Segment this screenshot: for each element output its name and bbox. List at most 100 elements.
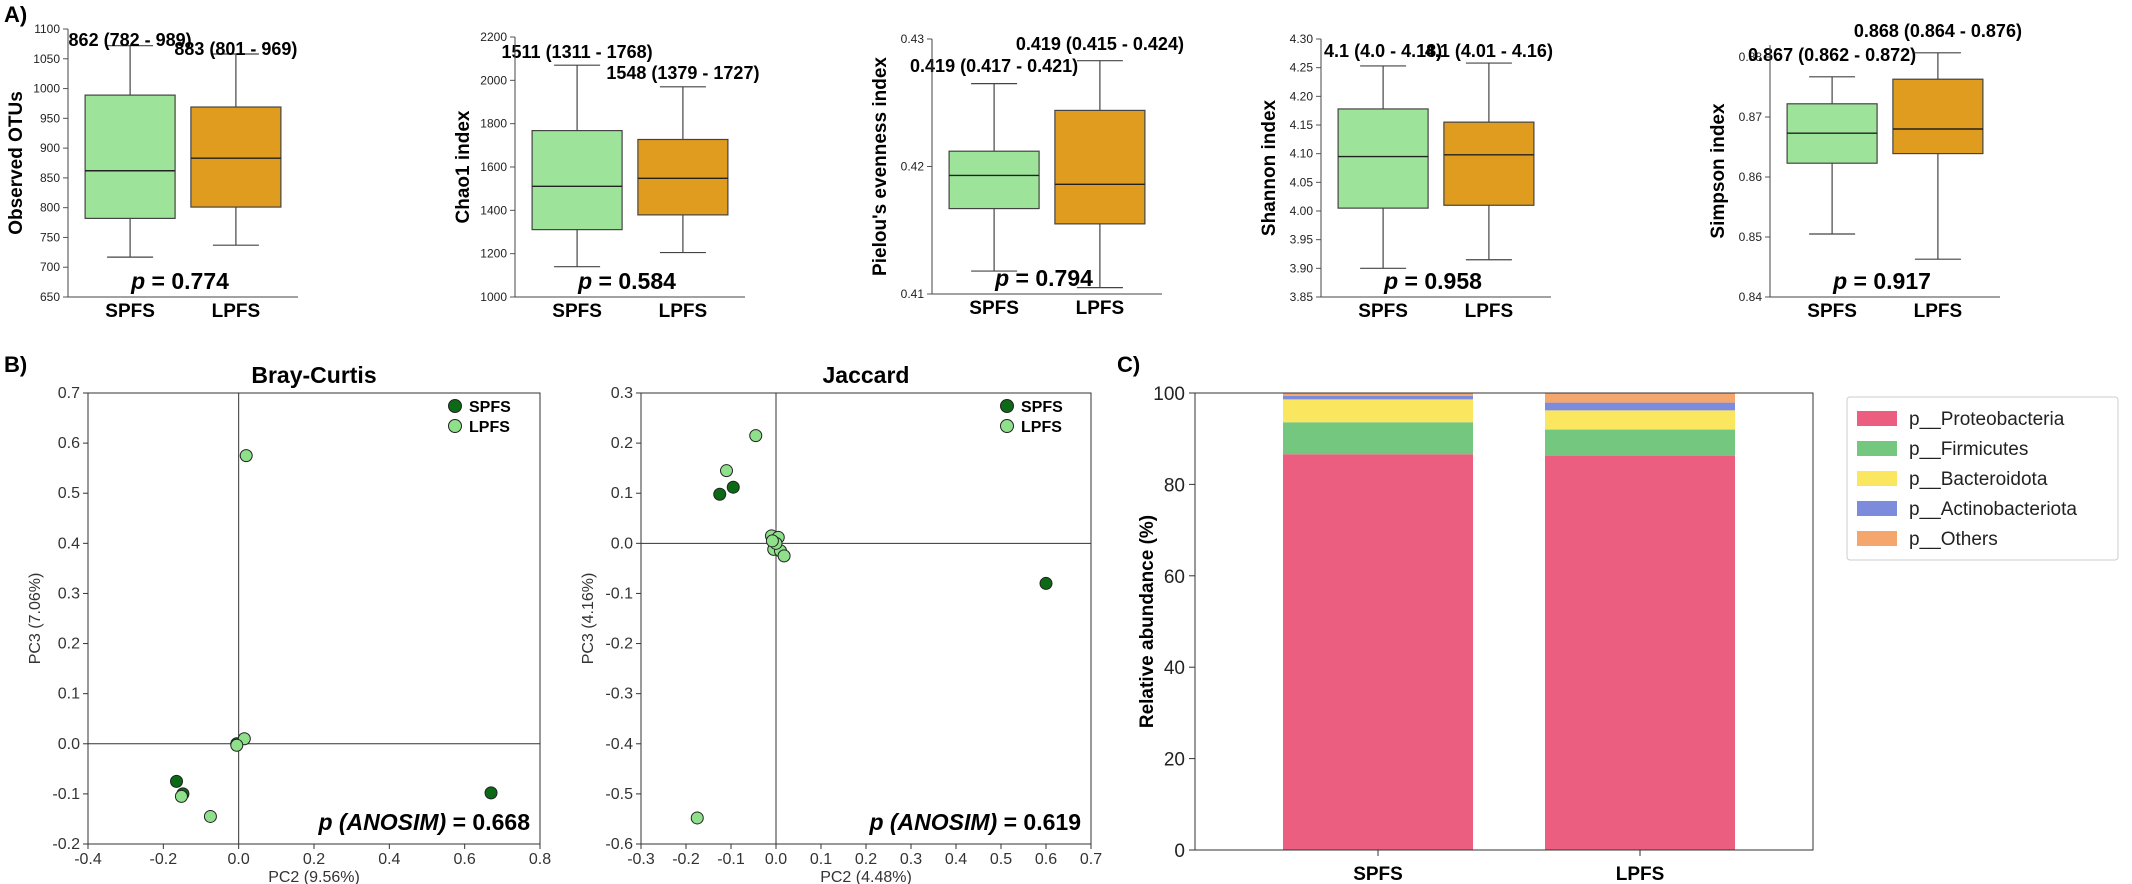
y-tick-label: 950: [40, 111, 60, 125]
plot-frame: [87, 392, 541, 845]
chart-title: Jaccard: [823, 362, 910, 388]
legend-label: p__Firmicutes: [1909, 439, 2028, 460]
anosim-annotation: p (ANOSIM) = 0.619: [868, 809, 1081, 835]
y-tick-label: 0.7: [58, 385, 80, 402]
p-symbol: p: [130, 268, 145, 294]
category-label: SPFS: [1353, 864, 1403, 884]
y-tick-label: 0.1: [611, 485, 633, 502]
bar-segment-pbacteroidota: [1283, 399, 1473, 423]
p-value: = 0.584: [592, 268, 676, 294]
p-value-label: p = 0.794: [994, 265, 1093, 291]
y-tick-label: 1100: [34, 22, 60, 36]
y-tick-label: 4.10: [1290, 147, 1314, 161]
legend-swatch: [1857, 411, 1897, 426]
x-tick-label: -0.2: [150, 851, 178, 868]
legend-label: p__Proteobacteria: [1909, 409, 2065, 430]
x-tick-label: 0.2: [303, 851, 325, 868]
bar-segment-pfirmicutes: [1545, 429, 1735, 456]
y-tick-label: -0.2: [52, 836, 80, 853]
p-value-label: p = 0.774: [130, 268, 229, 294]
x-tick-label: -0.4: [74, 851, 102, 868]
y-tick-label: 0.4: [58, 535, 80, 552]
y-tick-label: 0.6: [58, 435, 80, 452]
y-tick-label: 1000: [480, 290, 507, 304]
box-spfs: [531, 130, 623, 231]
bar-segment-pproteobacteria: [1283, 454, 1473, 850]
category-label: SPFS: [552, 301, 602, 322]
category-label: LPFS: [212, 301, 261, 322]
p-symbol: p: [1383, 268, 1398, 294]
legend-label: p__Actinobacteriota: [1909, 499, 2077, 520]
median-iqr-label: 0.867 (0.862 - 0.872): [1748, 45, 1916, 65]
box-spfs: [1337, 108, 1429, 209]
legend-label: p__Bacteroidota: [1909, 469, 2048, 490]
median-iqr-label: 4.1 (4.0 - 4.18): [1324, 41, 1442, 61]
x-tick-label: 0.4: [945, 851, 967, 868]
y-tick-label: 4.15: [1290, 118, 1314, 132]
legend-swatch: [1857, 501, 1897, 516]
y-axis-label: Shannon index: [1259, 99, 1280, 236]
y-tick-label: 900: [40, 141, 60, 155]
y-tick-label: 0.88: [1739, 50, 1763, 64]
scatter-chart-jaccard: -0.3 -0.2 -0.1 0.0 0.1 0.2 0.3 0.4 0.5 0.6 0.7 -0.6…: [580, 362, 1102, 884]
y-tick-label: 80: [1164, 475, 1185, 496]
median-iqr-label: 883 (801 - 969): [174, 39, 297, 59]
category-label: SPFS: [105, 301, 155, 322]
y-axis-label: PC3 (7.06%): [27, 573, 44, 665]
p-value: = 0.958: [1398, 268, 1482, 294]
panel-label-b: B): [4, 352, 27, 377]
y-tick-label: 4.05: [1290, 175, 1314, 189]
y-tick-label: 0.42: [901, 160, 925, 174]
point-lpfs: [765, 534, 779, 548]
x-tick-label: 0.6: [1035, 851, 1057, 868]
y-tick-label: 0.5: [58, 485, 80, 502]
x-tick-label: 0.2: [855, 851, 877, 868]
box-chart-pielou: 0.41 0.42 0.43 0.419 (0.417 - 0.421) SPFS 0.4…: [870, 32, 1184, 319]
legend-swatch: [1857, 471, 1897, 486]
y-tick-label: 3.90: [1290, 261, 1314, 275]
y-tick-label: 0.2: [611, 435, 633, 452]
y-tick-label: 0.41: [901, 287, 925, 301]
y-axis-label: PC3 (4.16%): [580, 573, 597, 665]
p-symbol: p: [994, 265, 1009, 291]
point-spfs: [1039, 576, 1053, 590]
median-iqr-label: 1548 (1379 - 1727): [606, 63, 759, 83]
point-lpfs: [749, 429, 763, 443]
category-label: LPFS: [1914, 301, 1963, 322]
y-tick-label: 40: [1164, 658, 1185, 679]
x-tick-label: 0.7: [1080, 851, 1102, 868]
y-axis-label: Observed OTUs: [6, 91, 27, 235]
box-spfs: [948, 150, 1040, 210]
x-axis-label: PC2 (4.48%): [820, 869, 912, 884]
x-tick-label: -0.3: [627, 851, 655, 868]
y-axis-label: Relative abundance (%): [1137, 515, 1158, 728]
x-tick-label: 0.3: [900, 851, 922, 868]
y-tick-label: 0.43: [901, 32, 925, 46]
x-tick-label: 0.0: [228, 851, 250, 868]
median-iqr-label: 0.419 (0.417 - 0.421): [910, 56, 1078, 76]
legend-marker: [1000, 419, 1014, 433]
y-tick-label: 1000: [33, 82, 60, 96]
bar-chart-abundance: SPFS LPFS 0 20 40 60 80 100 Relative abundance (…: [1137, 384, 2119, 884]
point-lpfs: [239, 449, 253, 463]
box-chart-otus: 650 700 750 800 850 900 950 1000 1050 1100 862 (78…: [6, 22, 298, 322]
y-tick-label: 0.2: [58, 636, 80, 653]
y-tick-label: 0.85: [1739, 230, 1763, 244]
box-spfs: [84, 94, 176, 219]
y-axis-label: Pielou's evenness index: [870, 57, 891, 276]
bar-segment-pbacteroidota: [1545, 410, 1735, 430]
y-tick-label: -0.6: [605, 836, 633, 853]
y-axis-label: Simpson index: [1708, 103, 1729, 239]
point-lpfs: [777, 549, 791, 563]
point-lpfs: [230, 738, 244, 752]
y-tick-label: 0.1: [58, 686, 80, 703]
y-tick-label: 0.0: [58, 736, 80, 753]
y-tick-label: 1050: [33, 52, 60, 66]
y-tick-label: -0.4: [605, 736, 633, 753]
median-iqr-label: 4.1 (4.01 - 4.16): [1425, 41, 1553, 61]
box-lpfs: [190, 106, 282, 208]
point-lpfs: [720, 464, 733, 478]
p-value-label: p = 0.958: [1383, 268, 1482, 294]
